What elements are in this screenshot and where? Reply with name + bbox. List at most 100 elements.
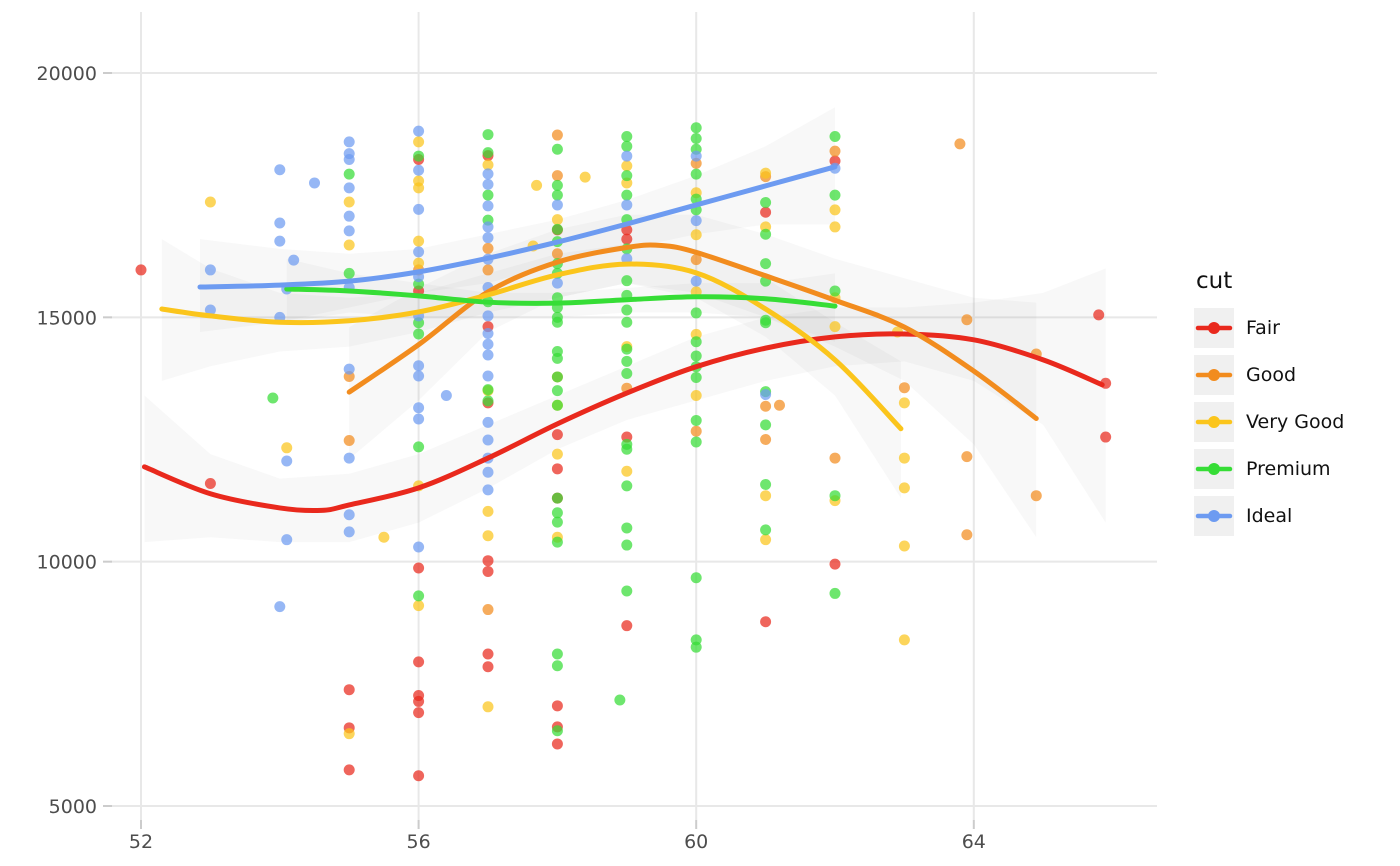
ci-ribbon-ideal [199,107,836,332]
ci-ribbon-very-good [161,239,901,499]
legend-item-fair: Fair [1194,308,1394,348]
scatter-point [829,204,841,216]
scatter-point [829,285,841,297]
scatter-point [621,233,633,245]
scatter-point [829,321,841,333]
scatter-point [482,648,494,660]
legend-label: Premium [1246,458,1331,480]
scatter-point [1100,431,1112,443]
scatter-point [343,728,355,740]
scatter-point [551,248,563,260]
scatter-point [760,400,772,412]
scatter-point [621,140,633,152]
scatter-point [621,131,633,143]
scatter-point [343,196,355,208]
scatter-point [551,448,563,460]
scatter-point [760,196,772,208]
legend: cut Fair Good Very Good Premium Ideal [1194,268,1394,543]
scatter-point [413,235,425,247]
scatter-point [898,540,910,552]
y-axis-tick-label: 5000 [49,796,97,818]
scatter-point [482,484,494,496]
scatter-point [760,478,772,490]
trend-line-ideal [197,164,838,290]
scatter-point [621,275,633,287]
scatter-point [690,229,702,241]
scatter-point [482,434,494,446]
scatter-point [482,221,494,233]
scatter-point [343,168,355,180]
scatter-point [413,770,425,782]
scatter-point [551,399,563,411]
scatter-point [551,179,563,191]
scatter-point [482,466,494,478]
scatter-point [760,389,772,401]
scatter-point [621,160,633,172]
legend-item-very-good: Very Good [1194,402,1394,442]
scatter-point [551,463,563,475]
scatter-point [551,700,563,712]
scatter-point [760,317,772,329]
scatter-point [829,452,841,464]
x-axis-tick-label: 60 [684,831,708,853]
scatter-point [482,327,494,339]
scatter-point [267,392,279,404]
scatter-point [288,254,300,266]
x-axis-tick-label: 64 [962,831,986,853]
x-axis-tick-label: 52 [129,831,153,853]
y-axis-tick-label: 15000 [37,307,97,329]
scatter-point [551,738,563,750]
scatter-point [690,414,702,426]
scatter-point [343,210,355,222]
legend-title: cut [1196,268,1233,294]
scatter-point [343,509,355,521]
scatter-point [961,529,973,541]
scatter-point [551,516,563,528]
scatter-point [413,590,425,602]
scatter-point [829,587,841,599]
scatter-point [343,136,355,148]
scatter-point [482,200,494,212]
scatter-point [551,385,563,397]
scatter-point [551,170,563,182]
scatter-point [829,221,841,233]
scatter-point [281,442,293,454]
x-axis-tick-label: 56 [407,831,431,853]
scatter-point [551,536,563,548]
scatter-point [135,264,147,276]
scatter-point [760,167,772,179]
scatter-point [551,143,563,155]
scatter-point [274,601,286,613]
scatter-point [482,178,494,190]
scatter-point [482,168,494,180]
scatter-point [898,634,910,646]
scatter-point [413,402,425,414]
scatter-point [621,343,633,355]
scatter-point [690,336,702,348]
scatter-point [621,368,633,380]
scatter-point [621,480,633,492]
legend-key-swatch [1194,449,1234,489]
scatter-point [898,382,910,394]
scatter-point [482,370,494,382]
scatter-point [829,131,841,143]
scatter-point [482,159,494,171]
scatter-point [690,132,702,144]
trend-line-very-good [159,261,904,432]
scatter-point [482,349,494,361]
scatter-point [621,316,633,328]
scatter-point [760,434,772,445]
scatter-point [690,168,702,180]
legend-item-premium: Premium [1194,449,1394,489]
scatter-point [482,505,494,517]
scatter-point [482,129,494,141]
scatter-point [621,189,633,201]
scatter-point [760,258,772,270]
scatter-point [690,425,702,437]
scatter-point [482,701,494,713]
scatter-point [204,477,216,489]
scatter-point [482,565,494,577]
scatter-point [482,147,494,159]
scatter-point [760,616,772,628]
